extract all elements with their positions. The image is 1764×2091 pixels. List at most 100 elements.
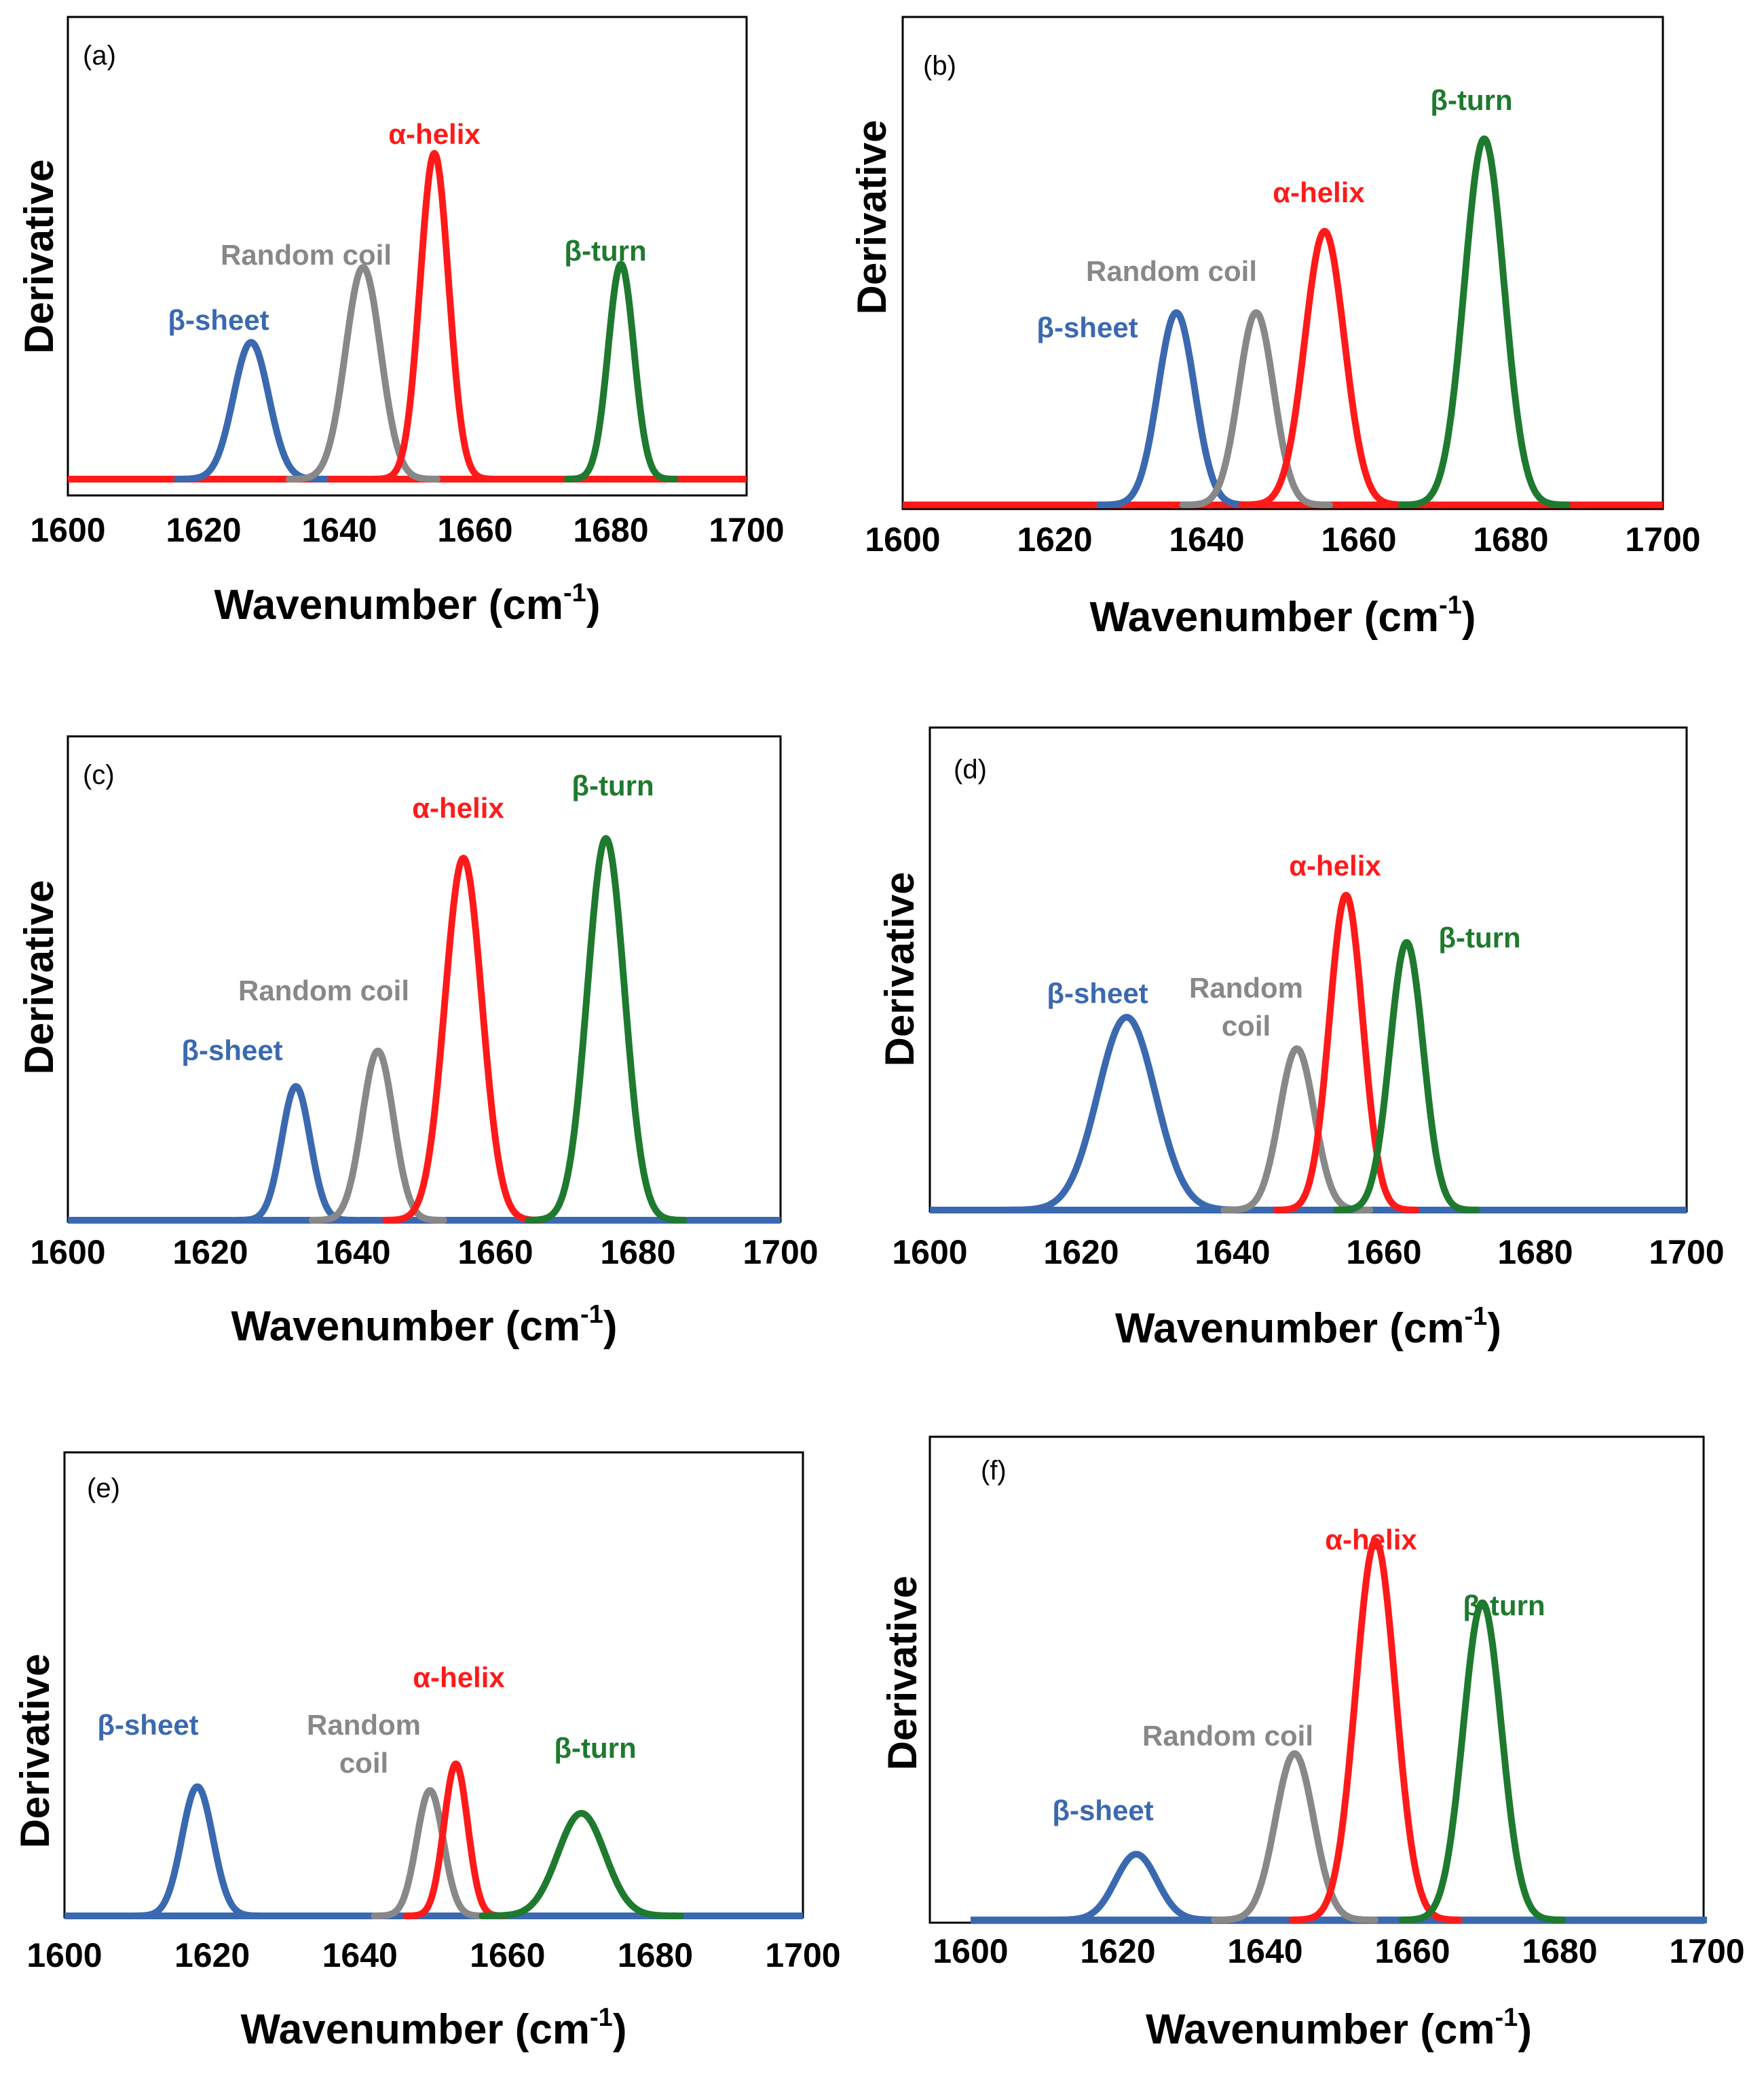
peak-label-random-coil: Random coil — [221, 239, 392, 271]
x-tick-label: 1600 — [26, 1936, 102, 1974]
x-axis-label-close: ) — [586, 582, 601, 628]
x-tick-label: 1680 — [1522, 1932, 1597, 1970]
x-axis-label-close: ) — [603, 1303, 618, 1350]
peak-random-coil — [371, 1787, 489, 1919]
peak-sheet — [232, 1082, 360, 1224]
x-tick-label: 1620 — [1017, 521, 1092, 559]
peak-random-coil — [1210, 1750, 1378, 1923]
peak-helix — [1273, 892, 1420, 1213]
x-tick-label: 1620 — [174, 1936, 250, 1974]
x-tick-label: 1700 — [1625, 521, 1700, 559]
x-tick-label: 1620 — [1080, 1932, 1155, 1970]
x-axis-label-close: ) — [1487, 1305, 1501, 1352]
chart-panel-c: β-sheet Random coil α-helix β-turn 1600 1620 1… — [16, 735, 819, 1350]
plot-frame — [928, 726, 1688, 1213]
x-tick-label: 1700 — [1649, 1233, 1724, 1271]
peak-label-random-coil-line2: coil — [1222, 1010, 1271, 1042]
x-tick-label: 1620 — [172, 1233, 248, 1271]
x-axis-label-sup: -1 — [1495, 2003, 1518, 2032]
chart-panel-f: β-sheet Random coil α-helix β-turn 1600 1620 1… — [880, 1435, 1745, 2053]
x-tick-label: 1660 — [1346, 1233, 1421, 1271]
x-axis-label-main: Wavenumber (cm — [1090, 594, 1440, 641]
peak-label-random-coil: Random coil — [1142, 1720, 1313, 1752]
x-axis-label-sup: -1 — [1439, 591, 1462, 620]
peak-label-helix: α-helix — [388, 118, 481, 150]
x-tick-label: 1680 — [1497, 1233, 1573, 1271]
x-axis-label: Wavenumber (cm-1) — [214, 579, 601, 628]
x-axis-label-sup: -1 — [590, 2003, 613, 2032]
panel-label: (a) — [83, 41, 116, 71]
x-tick-label: 1660 — [470, 1936, 545, 1974]
peak-label-sheet: β-sheet — [168, 304, 269, 336]
x-axis-label-close: ) — [613, 2006, 627, 2053]
peak-random-coil — [308, 1047, 447, 1224]
peak-label-helix: α-helix — [1273, 176, 1365, 208]
x-axis-label-main: Wavenumber (cm — [241, 2006, 590, 2053]
x-tick-label: 1660 — [1321, 521, 1396, 559]
chart-panel-d: β-sheet Random coil α-helix β-turn 1600 1620 16… — [877, 726, 1725, 1352]
x-axis-label-sup: -1 — [1465, 1302, 1488, 1331]
peak-turn — [525, 835, 688, 1224]
x-tick-label: 1640 — [1169, 521, 1244, 559]
x-tick-label: 1600 — [30, 511, 105, 549]
x-tick-label: 1640 — [1195, 1233, 1270, 1271]
peak-sheet — [128, 1783, 266, 1919]
x-tick-label: 1640 — [1227, 1932, 1302, 1970]
x-tick-label: 1660 — [457, 1233, 533, 1271]
peak-helix — [382, 854, 545, 1224]
peak-label-sheet: β-sheet — [181, 1034, 282, 1066]
x-axis-label-sup: -1 — [580, 1300, 603, 1329]
peak-label-random-coil: Random coil — [238, 975, 409, 1006]
x-axis-label-sup: -1 — [563, 579, 586, 607]
peak-label-helix: α-helix — [412, 792, 504, 824]
x-tick-label: 1680 — [1473, 521, 1548, 559]
peak-sheet — [1046, 1851, 1226, 1923]
x-tick-label: 1600 — [933, 1932, 1008, 1970]
peak-helix — [1288, 1537, 1463, 1923]
peak-label-turn: β-turn — [571, 770, 654, 802]
peak-turn — [1398, 1599, 1566, 1923]
x-tick-label: 1640 — [301, 511, 377, 549]
y-axis-label: Derivative — [16, 880, 62, 1075]
x-axis-label: Wavenumber (cm-1) — [231, 1300, 618, 1350]
x-axis-label: Wavenumber (cm-1) — [1115, 1302, 1501, 1352]
peak-label-random-coil: Random coil — [1086, 255, 1257, 287]
peak-label-sheet: β-sheet — [1036, 312, 1138, 343]
peak-helix — [371, 150, 498, 483]
x-tick-label: 1700 — [709, 511, 784, 549]
y-axis-label: Derivative — [16, 159, 62, 354]
x-tick-label: 1600 — [892, 1233, 967, 1271]
peak-label-turn: β-turn — [564, 235, 646, 267]
y-axis-label: Derivative — [12, 1654, 58, 1849]
peak-sheet — [1002, 1013, 1251, 1213]
peak-label-sheet: β-sheet — [1047, 977, 1148, 1009]
peak-random-coil — [1220, 1045, 1374, 1213]
panel-label: (c) — [83, 760, 115, 790]
x-tick-label: 1620 — [166, 511, 241, 549]
x-axis-label-main: Wavenumber (cm — [1115, 1305, 1465, 1352]
y-axis-label: Derivative — [849, 120, 895, 315]
x-tick-label: 1680 — [618, 1936, 693, 1974]
chart-panel-e: β-sheet Random coil α-helix β-turn 1600 1620 16… — [12, 1451, 841, 2053]
x-tick-label: 1680 — [600, 1233, 675, 1271]
peak-random-coil — [1179, 309, 1333, 508]
x-tick-label: 1640 — [315, 1233, 390, 1271]
peak-turn — [563, 261, 679, 483]
peak-sheet — [173, 339, 329, 483]
peak-label-random-coil-line1: Random — [307, 1709, 421, 1741]
panel-label: (b) — [923, 51, 956, 81]
peak-helix — [1238, 227, 1411, 508]
x-tick-label: 1660 — [1374, 1932, 1450, 1970]
x-axis-label: Wavenumber (cm-1) — [1146, 2003, 1532, 2053]
panel-label: (f) — [981, 1456, 1007, 1486]
x-axis-label-close: ) — [1518, 2006, 1532, 2053]
panel-label: (d) — [954, 755, 987, 785]
peak-label-sheet: β-sheet — [97, 1709, 198, 1741]
x-tick-label: 1600 — [865, 521, 940, 559]
peak-random-coil — [285, 264, 441, 483]
x-tick-label: 1640 — [322, 1936, 398, 1974]
peak-turn — [1397, 135, 1571, 508]
panel-label: (e) — [87, 1473, 120, 1503]
y-axis-label: Derivative — [877, 872, 922, 1067]
